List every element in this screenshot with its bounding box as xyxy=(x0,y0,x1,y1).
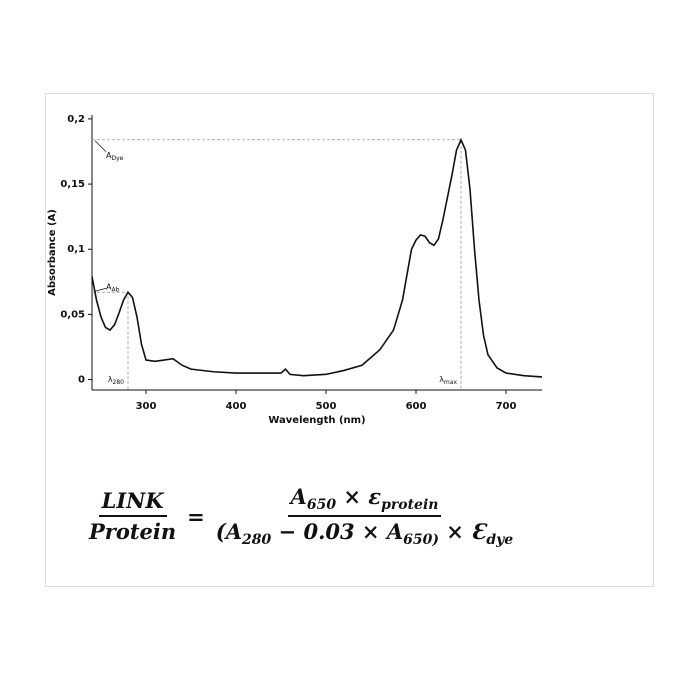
x-tick-label: 600 xyxy=(406,401,427,412)
annotation-text: A xyxy=(106,151,112,160)
subscript: 280 xyxy=(242,532,272,549)
annotation-text: λ xyxy=(439,375,444,384)
annotation: λmax xyxy=(439,375,457,386)
formula-text: A xyxy=(290,484,307,509)
y-tick-label: 0,05 xyxy=(60,309,85,320)
spectrum-line xyxy=(91,137,543,378)
numerator: LINK xyxy=(98,486,167,518)
annotation-sub: 280 xyxy=(113,379,125,386)
annotation: ADye xyxy=(106,151,124,162)
annotation: AAb xyxy=(106,282,120,293)
y-tick-label: 0,1 xyxy=(67,244,85,255)
x-axis-label: Wavelength (nm) xyxy=(268,415,365,426)
reference-line xyxy=(92,139,462,390)
annotation: λ280 xyxy=(108,375,124,386)
formula-text: × Ɛ xyxy=(439,519,487,545)
subscript: dye xyxy=(486,532,514,549)
subscript: 650) xyxy=(403,532,439,549)
x-tick-label: 400 xyxy=(226,401,247,412)
frame xyxy=(45,93,654,587)
subscript: 650 xyxy=(306,497,337,514)
x-tick-label: 300 xyxy=(136,401,157,412)
formula-text: (A xyxy=(215,519,243,545)
x-tick-label: 500 xyxy=(316,401,337,412)
x-tick-label: 700 xyxy=(496,401,517,412)
y-axis-label: Absorbance (A) xyxy=(47,209,58,296)
annotation-sub: max xyxy=(444,379,458,386)
annotation-arrow xyxy=(94,140,107,153)
annotation-arrow xyxy=(94,287,107,292)
annotation-sub: Dye xyxy=(111,155,123,162)
subscript: protein xyxy=(381,497,439,514)
annotation-text: λ xyxy=(108,375,113,384)
formula-text: × ε xyxy=(336,484,382,509)
numerator: A650 × εprotein xyxy=(287,482,442,518)
left-fraction: LINK Protein xyxy=(86,486,179,546)
annotation-sub: Ab xyxy=(111,286,119,293)
formula: LINK Protein = A650 × εprotein (A280 − 0.0… xyxy=(86,482,516,550)
y-tick-label: 0 xyxy=(78,375,85,386)
equals: = xyxy=(187,503,205,529)
annotation-text: A xyxy=(106,282,112,291)
y-tick-label: 0,15 xyxy=(60,179,85,190)
right-fraction: A650 × εprotein (A280 − 0.03 × A650) × Ɛd… xyxy=(213,482,516,550)
denominator: Protein xyxy=(89,519,177,545)
formula-text: − 0.03 × A xyxy=(271,519,404,545)
denominator: (A280 − 0.03 × A650) × Ɛdye xyxy=(213,517,516,550)
y-tick-label: 0,2 xyxy=(67,114,85,125)
